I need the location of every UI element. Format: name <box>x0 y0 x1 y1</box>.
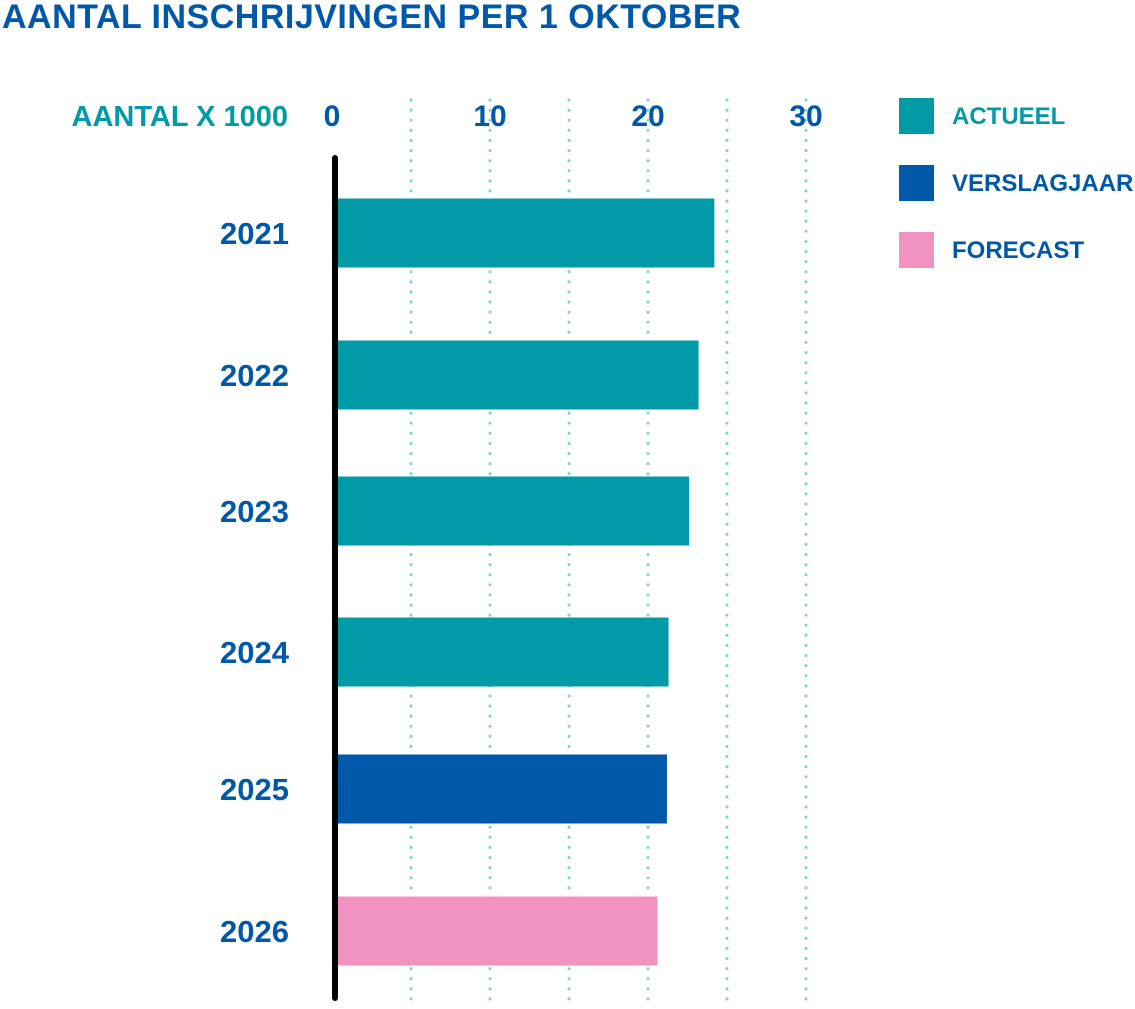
bars <box>332 198 715 966</box>
legend: ACTUEEL VERSLAGJAAR FORECAST <box>899 98 1133 268</box>
bar-2026 <box>332 896 658 966</box>
category-label: 2023 <box>220 494 289 529</box>
category-label: 2021 <box>220 216 289 251</box>
bar-2024 <box>332 617 669 687</box>
bar-2025 <box>332 754 667 824</box>
legend-swatch <box>899 232 934 268</box>
category-label: 2024 <box>220 635 290 670</box>
chart-title: AANTAL INSCHRIJVINGEN PER 1 OKTOBER <box>2 0 741 36</box>
legend-label: VERSLAGJAAR <box>952 170 1133 197</box>
bar-2023 <box>332 476 690 546</box>
x-axis-ticks: 0 10 20 30 <box>324 100 823 133</box>
x-axis-unit-label: AANTAL X 1000 <box>72 101 289 133</box>
x-tick-label: 0 <box>324 100 341 133</box>
x-tick-label: 20 <box>631 100 664 133</box>
category-label: 2026 <box>220 914 289 949</box>
category-label: 2022 <box>220 358 289 393</box>
category-label: 2025 <box>220 772 289 807</box>
bar-2022 <box>332 340 699 410</box>
x-tick-label: 30 <box>789 100 822 133</box>
legend-swatch <box>899 165 934 201</box>
legend-label: FORECAST <box>952 237 1084 264</box>
x-tick-label: 10 <box>473 100 506 133</box>
category-labels: 2021 2022 2023 2024 2025 2026 <box>220 216 290 949</box>
legend-label: ACTUEEL <box>952 103 1065 130</box>
legend-swatch <box>899 98 934 134</box>
bar-2021 <box>332 198 715 268</box>
